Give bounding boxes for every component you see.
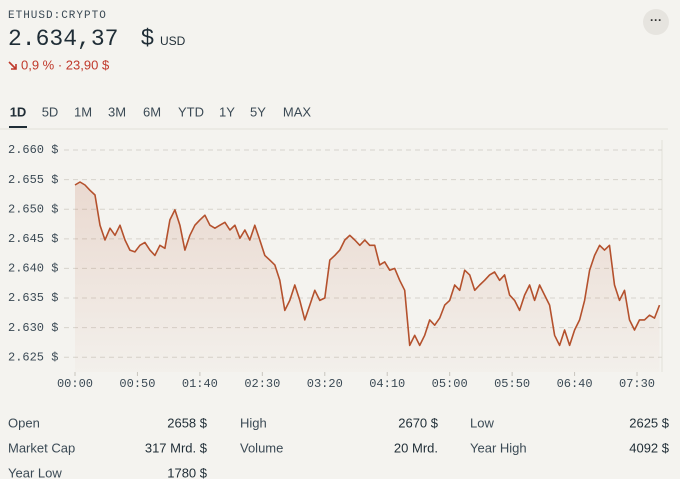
symbol: ETHUSD:CRYPTO	[8, 10, 107, 22]
stat-value: 20 Mrd.	[394, 440, 438, 455]
y-tick-label: 2.625 $	[8, 350, 58, 364]
tabs: 1D 5D 1M 3M 6M YTD 1Y 5Y MAX	[0, 104, 668, 130]
x-tick-label: 00:50	[119, 377, 155, 391]
down-arrow	[8, 61, 17, 70]
price-line	[74, 181, 661, 347]
y-tick-label: 2.655 $	[8, 173, 58, 187]
stat-value: 2625 $	[629, 415, 670, 430]
stat-value: 1780 $	[167, 465, 208, 479]
change: 0,9 % · 23,90 $	[21, 57, 110, 72]
y-tick-label: 2.640 $	[8, 262, 58, 276]
stat-label: Market Cap	[8, 440, 75, 455]
x-tick-label: 05:50	[494, 377, 530, 391]
y-tick-label: 2.645 $	[8, 232, 58, 246]
stat-label: Volume	[240, 440, 283, 455]
stat-value: 2658 $	[167, 415, 208, 430]
tab[interactable]: 5Y	[250, 104, 266, 119]
x-tick-label: 03:20	[307, 377, 343, 391]
x-tick-label: 02:30	[244, 377, 280, 391]
chart: 2.660 $ 2.655 $ 2.650 $ 2.645 $ 2.640 $ 2.635…	[8, 140, 663, 391]
more-icon[interactable]: ···	[650, 13, 662, 27]
currency-sign: $	[141, 24, 154, 50]
tab[interactable]: 5D	[42, 104, 59, 119]
price: 2.634,37	[8, 26, 118, 52]
x-tick-label: 07:30	[619, 377, 655, 391]
tab-underline	[9, 126, 27, 128]
stats: Open 2658 $ High 2670 $ Low 2625 $ Market Cap 3…	[8, 415, 670, 479]
y-tick-label: 2.650 $	[8, 202, 58, 216]
tab[interactable]: 1D	[10, 104, 27, 119]
stat-value: 2670 $	[398, 415, 439, 430]
tab[interactable]: 1Y	[219, 104, 235, 119]
stat-value: 317 Mrd. $	[145, 440, 208, 455]
currency: USD	[160, 34, 186, 48]
stat-label: Low	[470, 415, 494, 430]
stat-label: Year Low	[8, 465, 62, 479]
y-tick-label: 2.635 $	[8, 291, 58, 305]
x-tick-label: 06:40	[557, 377, 593, 391]
x-tick-label: 01:40	[182, 377, 218, 391]
x-tick-label: 04:10	[369, 377, 405, 391]
y-tick-label: 2.660 $	[8, 143, 58, 157]
more-button[interactable]	[643, 9, 669, 35]
stat-label: Open	[8, 415, 40, 430]
x-tick-label: 00:00	[57, 377, 93, 391]
stat-label: Year High	[470, 440, 527, 455]
tab[interactable]: YTD	[178, 104, 204, 119]
stat-label: High	[240, 415, 267, 430]
tab[interactable]: 6M	[143, 104, 161, 119]
x-tick-label: 05:00	[432, 377, 468, 391]
y-tick-label: 2.630 $	[8, 321, 58, 335]
area	[74, 182, 660, 372]
tab[interactable]: MAX	[283, 104, 312, 119]
tab[interactable]: 1M	[74, 104, 92, 119]
tab[interactable]: 3M	[108, 104, 126, 119]
stat-value: 4092 $	[629, 440, 670, 455]
